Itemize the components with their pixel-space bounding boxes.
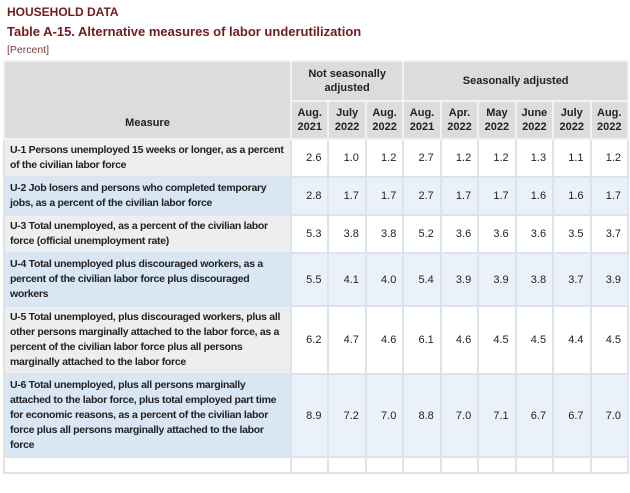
column-header: May 2022 bbox=[477, 100, 517, 140]
value-cell: 2.7 bbox=[402, 176, 442, 216]
column-header: Aug. 2022 bbox=[589, 100, 629, 140]
value-cell: 3.6 bbox=[477, 214, 517, 254]
measure-column-header: Measure bbox=[3, 60, 292, 140]
value-cell: 3.6 bbox=[514, 214, 555, 254]
value-cell: 3.5 bbox=[552, 214, 592, 254]
measure-cell: U-4 Total unemployed plus discouraged wo… bbox=[3, 252, 292, 307]
value-cell bbox=[439, 456, 480, 474]
value-cell: 1.2 bbox=[364, 138, 405, 178]
value-cell: 5.2 bbox=[402, 214, 442, 254]
column-header: Aug. 2022 bbox=[364, 100, 405, 140]
value-cell: 1.1 bbox=[552, 138, 592, 178]
value-cell: 3.9 bbox=[477, 252, 517, 307]
table-header: Measure Not seasonally adjusted Seasonal… bbox=[3, 60, 629, 140]
measure-cell: U-2 Job losers and persons who completed… bbox=[3, 176, 292, 216]
value-cell: 8.9 bbox=[289, 373, 330, 458]
value-cell: 1.7 bbox=[477, 176, 517, 216]
value-cell bbox=[289, 456, 330, 474]
value-cell: 4.5 bbox=[589, 305, 629, 375]
value-cell: 1.7 bbox=[364, 176, 405, 216]
value-cell: 6.7 bbox=[552, 373, 592, 458]
value-cell bbox=[402, 456, 442, 474]
title-block: HOUSEHOLD DATA Table A-15. Alternative m… bbox=[0, 0, 630, 56]
measure-cell bbox=[3, 456, 292, 474]
table-row: U-6 Total unemployed, plus all persons m… bbox=[3, 373, 629, 458]
column-header: June 2022 bbox=[514, 100, 555, 140]
column-group-seasonally-adjusted: Seasonally adjusted bbox=[402, 60, 629, 102]
table-row-clipped bbox=[3, 456, 629, 474]
value-cell: 3.6 bbox=[439, 214, 480, 254]
value-cell: 4.6 bbox=[364, 305, 405, 375]
value-cell: 4.5 bbox=[477, 305, 517, 375]
value-cell: 7.0 bbox=[364, 373, 405, 458]
table-row: U-2 Job losers and persons who completed… bbox=[3, 176, 629, 216]
data-table: Measure Not seasonally adjusted Seasonal… bbox=[3, 60, 629, 474]
column-header: Apr. 2022 bbox=[439, 100, 480, 140]
value-cell: 1.2 bbox=[439, 138, 480, 178]
value-cell: 6.1 bbox=[402, 305, 442, 375]
value-cell: 3.8 bbox=[514, 252, 555, 307]
value-cell: 1.0 bbox=[327, 138, 367, 178]
value-cell bbox=[477, 456, 517, 474]
value-cell bbox=[327, 456, 367, 474]
value-cell: 7.0 bbox=[439, 373, 480, 458]
value-cell: 5.4 bbox=[402, 252, 442, 307]
value-cell bbox=[364, 456, 405, 474]
column-header: July 2022 bbox=[552, 100, 592, 140]
table-row: U-3 Total unemployed, as a percent of th… bbox=[3, 214, 629, 254]
measure-cell: U-1 Persons unemployed 15 weeks or longe… bbox=[3, 138, 292, 178]
value-cell: 7.1 bbox=[477, 373, 517, 458]
value-cell: 5.3 bbox=[289, 214, 330, 254]
measure-cell: U-3 Total unemployed, as a percent of th… bbox=[3, 214, 292, 254]
value-cell bbox=[552, 456, 592, 474]
value-cell: 3.8 bbox=[364, 214, 405, 254]
measure-cell: U-6 Total unemployed, plus all persons m… bbox=[3, 373, 292, 458]
value-cell: 1.6 bbox=[514, 176, 555, 216]
value-cell: 6.7 bbox=[514, 373, 555, 458]
value-cell: 1.7 bbox=[327, 176, 367, 216]
column-header: July 2022 bbox=[327, 100, 367, 140]
column-header: Aug. 2021 bbox=[402, 100, 442, 140]
value-cell: 3.7 bbox=[589, 214, 629, 254]
value-cell: 1.2 bbox=[477, 138, 517, 178]
measure-cell: U-5 Total unemployed, plus discouraged w… bbox=[3, 305, 292, 375]
value-cell: 6.2 bbox=[289, 305, 330, 375]
month-header-row: Aug. 2021 July 2022 Aug. 2022 Aug. 2021 Apr.… bbox=[4, 100, 629, 140]
value-cell bbox=[589, 456, 629, 474]
value-cell: 4.7 bbox=[327, 305, 367, 375]
value-cell: 3.7 bbox=[552, 252, 592, 307]
value-cell: 4.0 bbox=[364, 252, 405, 307]
table-body: U-1 Persons unemployed 15 weeks or longe… bbox=[3, 138, 629, 474]
table-row: U-1 Persons unemployed 15 weeks or longe… bbox=[3, 138, 629, 178]
value-cell: 4.5 bbox=[514, 305, 555, 375]
value-cell: 3.8 bbox=[327, 214, 367, 254]
value-cell: 8.8 bbox=[402, 373, 442, 458]
value-cell: 1.6 bbox=[552, 176, 592, 216]
column-header: Aug. 2021 bbox=[289, 100, 330, 140]
value-cell: 4.4 bbox=[552, 305, 592, 375]
value-cell: 1.2 bbox=[589, 138, 629, 178]
unit-label: [Percent] bbox=[7, 44, 50, 56]
value-cell: 5.5 bbox=[289, 252, 330, 307]
value-cell: 3.9 bbox=[439, 252, 480, 307]
table-row: U-5 Total unemployed, plus discouraged w… bbox=[3, 305, 629, 375]
value-cell: 7.0 bbox=[589, 373, 629, 458]
value-cell: 2.8 bbox=[289, 176, 330, 216]
table-row: U-4 Total unemployed plus discouraged wo… bbox=[3, 252, 629, 307]
value-cell bbox=[514, 456, 555, 474]
value-cell: 4.1 bbox=[327, 252, 367, 307]
value-cell: 7.2 bbox=[327, 373, 367, 458]
value-cell: 4.6 bbox=[439, 305, 480, 375]
section-title: HOUSEHOLD DATA bbox=[7, 5, 119, 19]
value-cell: 2.7 bbox=[402, 138, 442, 178]
value-cell: 1.3 bbox=[514, 138, 555, 178]
column-group-not-seasonally-adjusted: Not seasonally adjusted bbox=[289, 60, 405, 102]
value-cell: 3.9 bbox=[589, 252, 629, 307]
value-cell: 2.6 bbox=[289, 138, 330, 178]
value-cell: 1.7 bbox=[589, 176, 629, 216]
value-cell: 1.7 bbox=[439, 176, 480, 216]
table-title: Table A-15. Alternative measures of labo… bbox=[7, 24, 362, 39]
group-header-row: Measure Not seasonally adjusted Seasonal… bbox=[3, 60, 629, 140]
